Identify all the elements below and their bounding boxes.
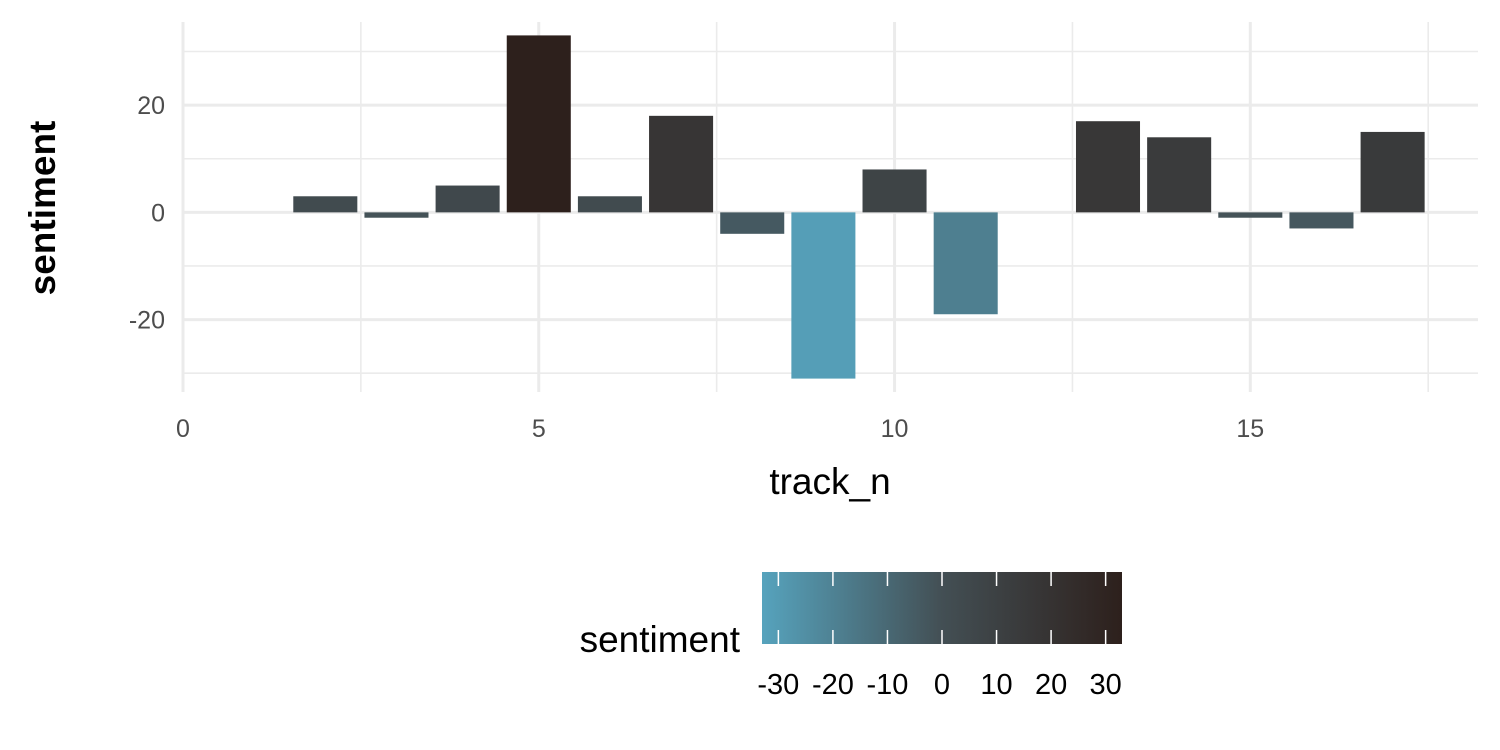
legend-tick-label: 10 xyxy=(980,669,1012,701)
bars xyxy=(293,35,1425,379)
bar-track-9 xyxy=(791,212,856,379)
bar-track-3 xyxy=(364,212,429,218)
legend-tick-label: -20 xyxy=(812,669,854,701)
bar-track-7 xyxy=(649,115,714,213)
bar-track-8 xyxy=(720,212,785,234)
bar-track-13 xyxy=(1075,121,1141,213)
bar-track-14 xyxy=(1147,137,1212,213)
x-tick-label: 10 xyxy=(881,415,909,443)
bar-track-15 xyxy=(1218,212,1283,218)
bar-track-5 xyxy=(506,35,571,213)
legend-tick-label: -30 xyxy=(757,669,799,701)
y-tick-label: -20 xyxy=(129,307,165,335)
x-tick-label: 5 xyxy=(532,415,546,443)
x-tick-label: 15 xyxy=(1236,415,1264,443)
legend-title: sentiment xyxy=(580,619,741,660)
bar-track-10 xyxy=(862,169,927,213)
legend-tick-label: 30 xyxy=(1090,669,1122,701)
y-tick-label: 0 xyxy=(151,199,165,227)
x-tick-label: 0 xyxy=(176,415,190,443)
bar-track-11 xyxy=(933,212,998,315)
legend-ticks: -30 -20 -10 0 10 20 30 xyxy=(757,572,1122,701)
bar-track-4 xyxy=(435,185,500,213)
bar-track-6 xyxy=(577,196,642,213)
color-legend: sentiment -30 -20 -10 0 10 20 30 xyxy=(580,572,1122,701)
y-axis-title: sentiment xyxy=(22,121,63,296)
x-axis-ticks: 0 5 10 15 xyxy=(176,415,1264,443)
y-tick-label: 20 xyxy=(137,92,165,120)
bar-track-2 xyxy=(293,196,358,213)
legend-tick-label: 0 xyxy=(934,669,950,701)
legend-tick-label: -10 xyxy=(866,669,908,701)
x-axis-title: track_n xyxy=(769,461,890,502)
bar-track-16 xyxy=(1289,212,1354,229)
legend-tick-label: 20 xyxy=(1035,669,1067,701)
y-axis-ticks: 20 0 -20 xyxy=(129,92,165,334)
bar-track-17 xyxy=(1360,131,1425,213)
